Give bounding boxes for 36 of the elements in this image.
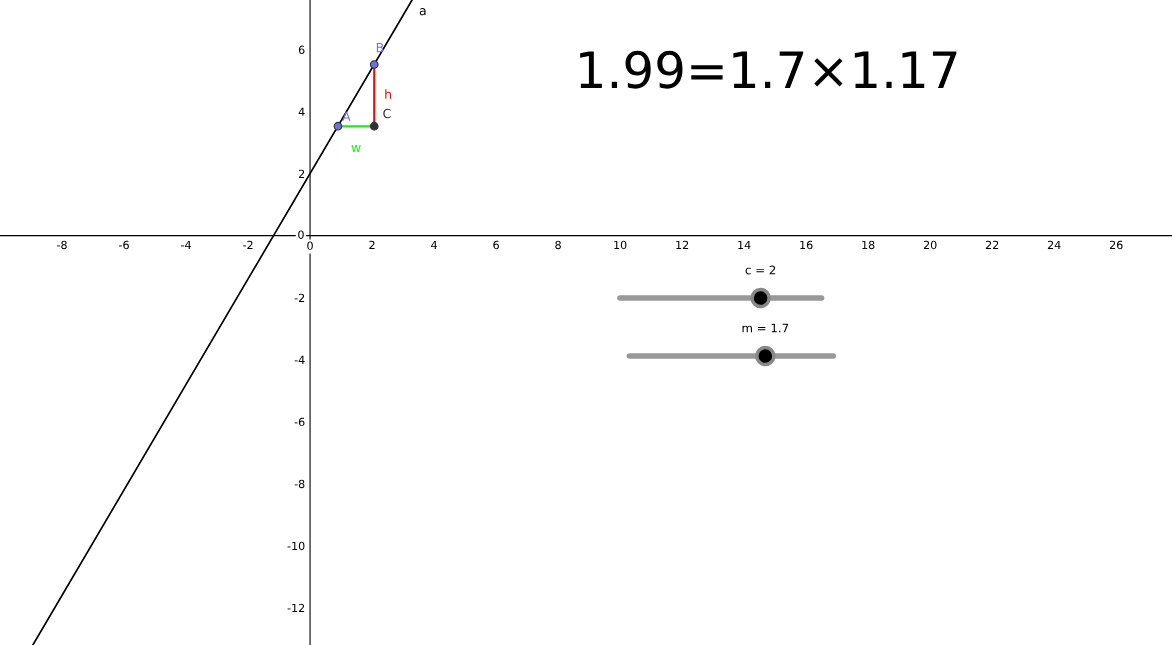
x-tick-label: 14 xyxy=(738,240,751,249)
y-tick-label: -12 xyxy=(287,603,305,613)
series-label: w xyxy=(351,145,361,152)
x-tick-label: -4 xyxy=(181,240,191,249)
y-tick-label: -2 xyxy=(294,293,305,302)
x-tick-label: 10 xyxy=(614,240,627,250)
x-tick-label: 26 xyxy=(1109,240,1123,250)
x-tick-label: 22 xyxy=(985,240,999,249)
y-tick-label: -6 xyxy=(294,417,305,427)
y-tick-label: 6 xyxy=(298,45,305,54)
x-tick-label: -2 xyxy=(243,240,253,249)
x-tick-label: 8 xyxy=(555,240,561,250)
y-tick-label: 4 xyxy=(298,107,305,116)
x-tick-label: 0 xyxy=(307,241,313,250)
y-tick-label: -10 xyxy=(287,541,305,551)
annotation: c = 2 xyxy=(745,265,776,275)
series-label: h xyxy=(385,89,392,99)
x-tick-label: 2 xyxy=(369,240,375,249)
annotation: 1.99=1.7×1.17 xyxy=(580,50,957,89)
y-tick-label: 0 xyxy=(298,230,304,239)
y-tick-label: -8 xyxy=(294,479,305,489)
x-tick-label: -8 xyxy=(57,240,67,250)
x-tick-label: 18 xyxy=(862,240,875,250)
series-label: B xyxy=(376,43,384,53)
series-label: a xyxy=(419,8,426,16)
x-tick-label: -6 xyxy=(119,240,129,250)
y-tick-label: 2 xyxy=(298,169,305,178)
series-label: C xyxy=(383,108,391,119)
x-tick-label: 24 xyxy=(1047,240,1061,249)
x-tick-label: 16 xyxy=(800,240,813,250)
x-tick-label: 4 xyxy=(431,240,437,249)
y-tick-label: -4 xyxy=(294,355,305,364)
annotation: m = 1.7 xyxy=(742,323,789,333)
x-tick-label: 6 xyxy=(493,240,499,250)
x-tick-label: 12 xyxy=(676,240,689,249)
x-tick-label: 20 xyxy=(923,240,937,250)
